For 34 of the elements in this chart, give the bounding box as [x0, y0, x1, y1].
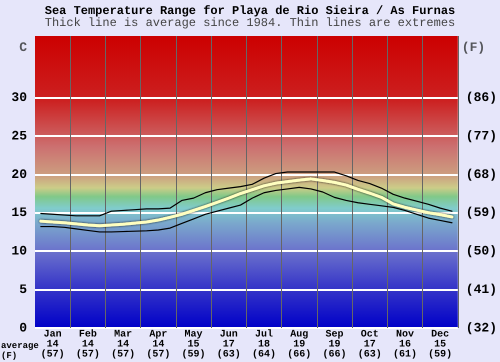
x-tick-label: Jan 14 (57) — [40, 330, 65, 360]
y2-axis-title: (F) — [462, 40, 486, 55]
y-tick-label: 5 — [19, 282, 28, 298]
x-tick-label: May 15 (59) — [182, 330, 206, 360]
x-tick-label: Mar 14 (57) — [111, 330, 136, 360]
y2-tick-label: (32) — [466, 320, 498, 336]
line-series — [39, 177, 454, 228]
y2-tick-label: (59) — [466, 205, 498, 220]
x-tick-label: Jun 17 (63) — [216, 330, 241, 360]
y2-tick-label: (86) — [466, 90, 498, 105]
line-series — [40, 186, 453, 233]
x-tick-label: Feb 14 (57) — [76, 328, 100, 360]
x-tick-label: Oct 17 (63) — [358, 330, 382, 360]
y-tick-label: 10 — [11, 244, 28, 259]
y-tick-label: 0 — [19, 320, 28, 336]
y2-tick-label: (50) — [466, 244, 498, 259]
y-tick-label: 25 — [11, 128, 28, 144]
line-series — [40, 171, 453, 216]
x-tick-label: Dec 15 (59) — [428, 330, 452, 360]
y-axis-title: C — [19, 40, 28, 55]
y2-tick-label: (77) — [466, 128, 498, 144]
x-tick-label: Aug 19 (66) — [287, 330, 312, 360]
text: average (F) — [1, 341, 39, 361]
x-tick-label: Sep 19 (66) — [322, 330, 346, 360]
x-tick-label: Apr 14 (57) — [146, 330, 170, 360]
y2-tick-label: (41) — [466, 282, 498, 298]
chart-title: Sea Temperature Range for Playa de Rio Sieira / As Furnas — [44, 4, 456, 18]
y2-tick-label: (68) — [466, 166, 498, 182]
chart-subtitle: Thick line is average since 1984. Thin lines are extremes — [44, 16, 456, 30]
y-tick-label: 30 — [11, 90, 28, 105]
y-tick-label: 20 — [11, 166, 28, 182]
y-tick-label: 15 — [11, 205, 28, 220]
x-tick-label: Jul 18 (64) — [252, 328, 276, 360]
x-tick-label: Nov 16 (61) — [392, 330, 417, 360]
